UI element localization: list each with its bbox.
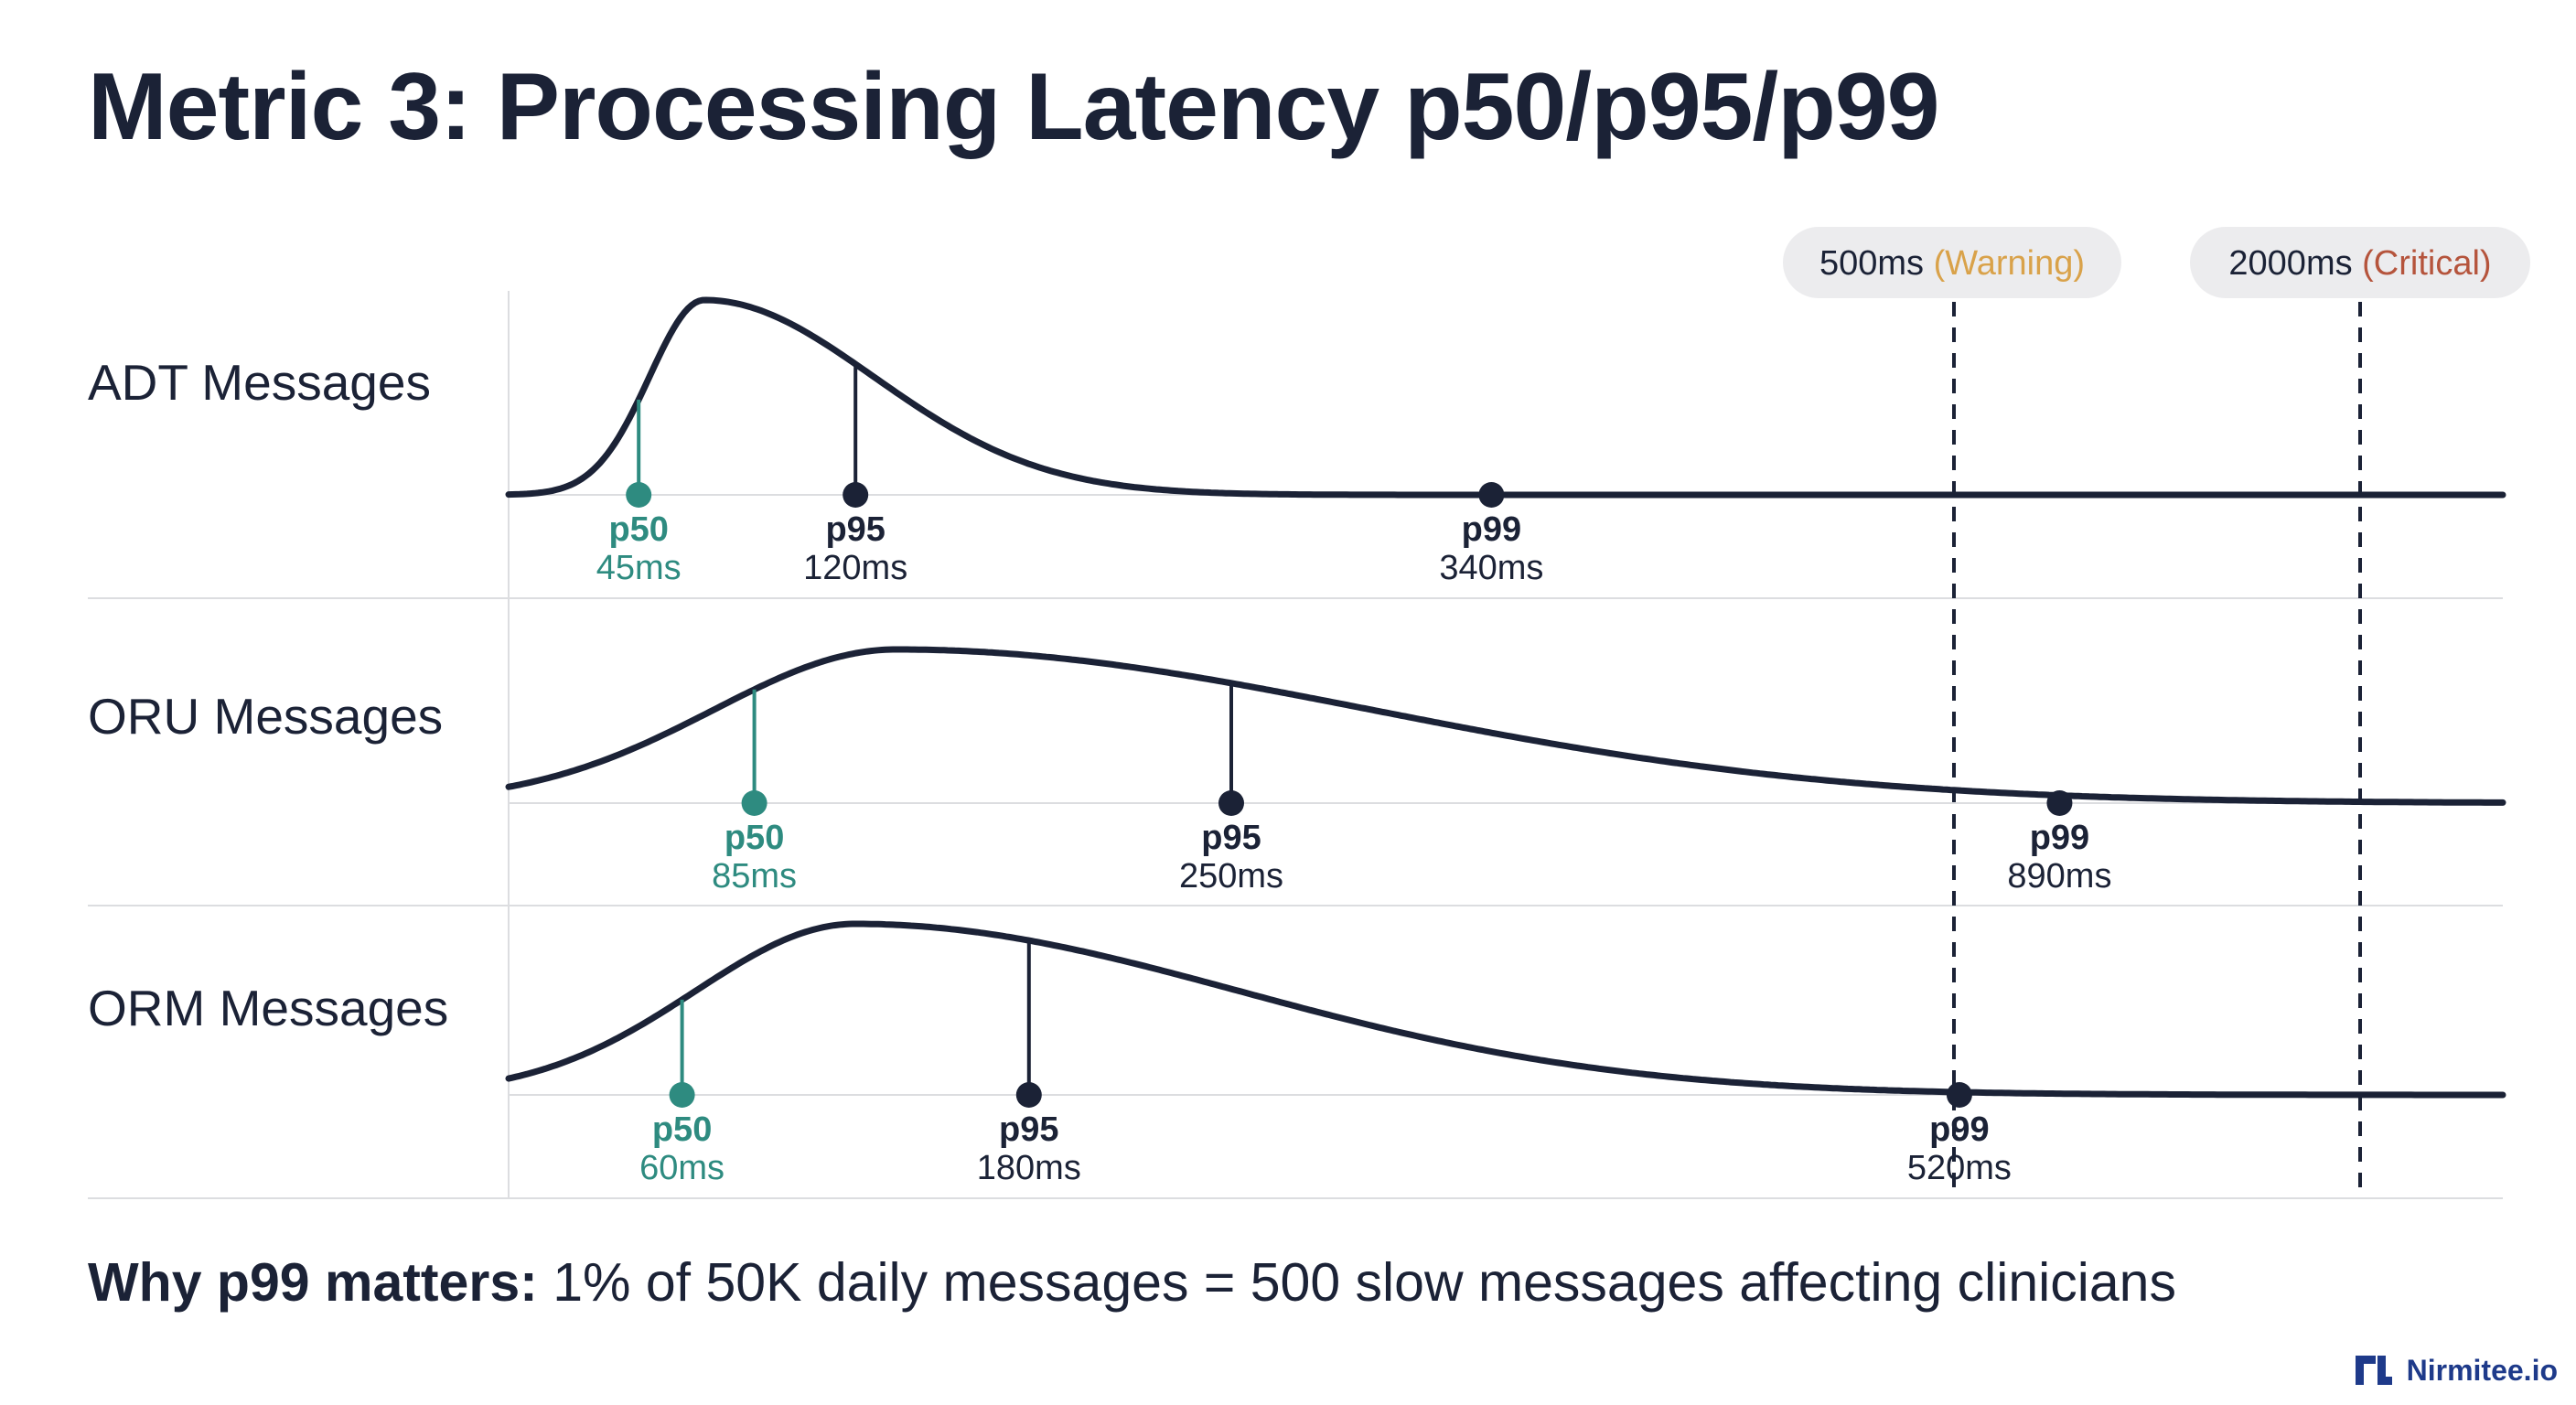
p95-label: p95 (999, 1110, 1058, 1149)
footnote: Why p99 matters: 1% of 50K daily message… (88, 1251, 2176, 1314)
distribution-curve (505, 646, 2506, 806)
threshold-severity: (Warning) (1934, 244, 2085, 283)
p95-value: 180ms (977, 1149, 1081, 1187)
p50-label: p50 (608, 510, 668, 549)
threshold-pill (1783, 227, 2121, 298)
series-label: ADT Messages (88, 354, 431, 411)
p99-marker-dot (1478, 482, 1505, 508)
p99-value: 520ms (1907, 1149, 2012, 1187)
p95-marker-dot (1015, 1082, 1042, 1108)
p50-marker-dot (669, 1082, 695, 1108)
p95-marker-dot (1218, 790, 1244, 816)
footnote-bold: Why p99 matters: (88, 1252, 538, 1313)
threshold-severity: (Critical) (2362, 244, 2491, 283)
page-title: Metric 3: Processing Latency p50/p95/p99 (88, 54, 1939, 160)
p95-value: 120ms (803, 549, 907, 587)
p50-value: 45ms (596, 549, 682, 587)
p50-marker-dot (626, 482, 652, 508)
p50-label: p50 (724, 819, 784, 857)
p99-label: p99 (1929, 1110, 1989, 1149)
p95-label: p95 (1201, 819, 1261, 857)
p99-marker-dot (2046, 790, 2073, 816)
threshold-layer: 500ms (Warning) 2000ms (Critical) (1783, 227, 2530, 1198)
threshold-value: 500ms (1819, 244, 1934, 283)
series-label: ORU Messages (88, 688, 443, 745)
p99-value: 890ms (2007, 857, 2111, 896)
distribution-curve (505, 920, 2506, 1099)
threshold-value: 2000ms (2228, 244, 2362, 283)
p50-value: 60ms (639, 1149, 724, 1187)
p50-marker-dot (741, 790, 767, 816)
threshold-pill (2190, 227, 2530, 298)
p99-value: 340ms (1439, 549, 1543, 587)
p99-label: p99 (2030, 819, 2089, 857)
p95-value: 250ms (1179, 857, 1283, 896)
brand-name: Nirmitee.io (2406, 1353, 2558, 1387)
p99-marker-dot (1946, 1082, 1972, 1108)
p95-marker-dot (843, 482, 869, 508)
grid-layer (88, 291, 2503, 1199)
nirmitee-logo-icon (2355, 1356, 2392, 1385)
p99-label: p99 (1462, 510, 1521, 549)
distribution-curve (505, 296, 2506, 499)
brand[interactable]: Nirmitee.io (2354, 1352, 2558, 1389)
footnote-text: 1% of 50K daily messages = 500 slow mess… (537, 1252, 2176, 1313)
p50-value: 85ms (712, 857, 797, 896)
threshold-label: 2000ms (Critical) (2228, 244, 2491, 283)
threshold-label: 500ms (Warning) (1819, 244, 2085, 283)
p50-label: p50 (652, 1110, 712, 1149)
p95-label: p95 (825, 510, 885, 549)
series-label: ORM Messages (88, 980, 448, 1036)
